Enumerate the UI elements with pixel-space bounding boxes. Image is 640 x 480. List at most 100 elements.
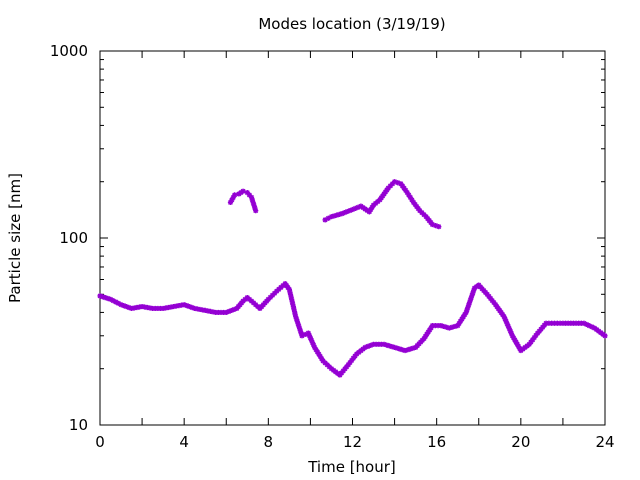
data-point [227, 199, 234, 206]
data-point [429, 221, 436, 228]
plot-frame [99, 50, 606, 426]
data-point [322, 217, 328, 223]
y-axis-label: Particle size [nm] [6, 173, 24, 303]
data-point [155, 305, 161, 312]
data-point [246, 192, 252, 198]
data-point [97, 293, 103, 299]
data-point [368, 342, 374, 348]
x-tick-labels: 0 4 8 12 16 20 24 [95, 433, 614, 451]
data-point [586, 323, 592, 329]
data-point [197, 306, 203, 313]
data-point [583, 321, 590, 328]
data-point [349, 206, 356, 213]
data-point [230, 194, 236, 201]
data-point [199, 307, 206, 313]
data-point [464, 307, 470, 313]
x-tick-label: 12 [343, 433, 362, 451]
data-point [546, 320, 552, 326]
data-point [150, 305, 156, 312]
data-point [250, 200, 256, 206]
data-point [296, 323, 302, 329]
data-point [184, 303, 190, 309]
data-point [269, 292, 276, 298]
data-point [215, 309, 221, 316]
data-point [578, 320, 584, 326]
data-points [97, 179, 608, 378]
data-point [221, 309, 227, 316]
data-point [355, 204, 361, 210]
data-point [565, 320, 571, 326]
data-point [419, 210, 425, 216]
data-point [171, 303, 177, 310]
data-point [352, 205, 358, 212]
data-point [394, 345, 400, 351]
data-point [202, 307, 208, 314]
data-point [334, 212, 340, 218]
data-point [253, 208, 259, 214]
data-point [320, 358, 326, 364]
data-point [176, 303, 182, 309]
data-point [471, 287, 477, 294]
data-point [186, 303, 193, 310]
data-point [407, 346, 413, 352]
data-point [365, 343, 371, 349]
data-point [189, 304, 195, 311]
data-point [298, 330, 304, 336]
data-point [223, 309, 229, 316]
data-point [326, 364, 332, 370]
data-point [253, 302, 259, 308]
data-point [144, 304, 150, 311]
data-point [192, 305, 198, 312]
data-point [530, 337, 536, 343]
data-point [465, 304, 471, 311]
data-point [560, 320, 566, 326]
data-point [402, 347, 408, 354]
data-point [123, 303, 129, 310]
data-point [110, 298, 116, 304]
data-point [531, 335, 537, 341]
data-point [449, 324, 455, 330]
data-point [373, 341, 379, 347]
data-point [404, 189, 410, 196]
data-point [376, 341, 382, 347]
data-point [118, 302, 124, 308]
data-point [435, 323, 441, 329]
data-point [232, 192, 238, 198]
data-point [299, 333, 305, 339]
data-point [324, 362, 330, 368]
data-point [463, 309, 469, 316]
data-point [370, 341, 377, 347]
data-point [302, 331, 308, 338]
data-point [280, 282, 286, 289]
data-point [136, 304, 143, 310]
data-point [336, 211, 342, 217]
data-point [385, 185, 391, 191]
data-point [533, 332, 539, 338]
data-point [265, 296, 271, 302]
data-point [325, 215, 331, 221]
data-point [251, 202, 257, 208]
data-point [503, 318, 509, 324]
data-point [554, 320, 560, 326]
data-point [506, 325, 512, 332]
data-point [322, 360, 328, 366]
data-point [107, 296, 114, 302]
data-point [387, 183, 393, 189]
data-point [178, 302, 185, 308]
data-point [342, 210, 348, 216]
data-point [173, 303, 179, 309]
data-point [205, 308, 211, 314]
data-point [181, 302, 187, 308]
data-point [131, 305, 137, 311]
data-point [267, 294, 274, 300]
data-point [168, 304, 174, 310]
data-point [276, 286, 282, 292]
data-point [115, 300, 122, 306]
x-tick-label: 8 [264, 433, 274, 451]
data-point [549, 320, 555, 326]
data-point [331, 213, 337, 219]
data-point [128, 305, 135, 312]
y-tick-label: 1000 [50, 42, 88, 60]
data-point [470, 290, 476, 296]
